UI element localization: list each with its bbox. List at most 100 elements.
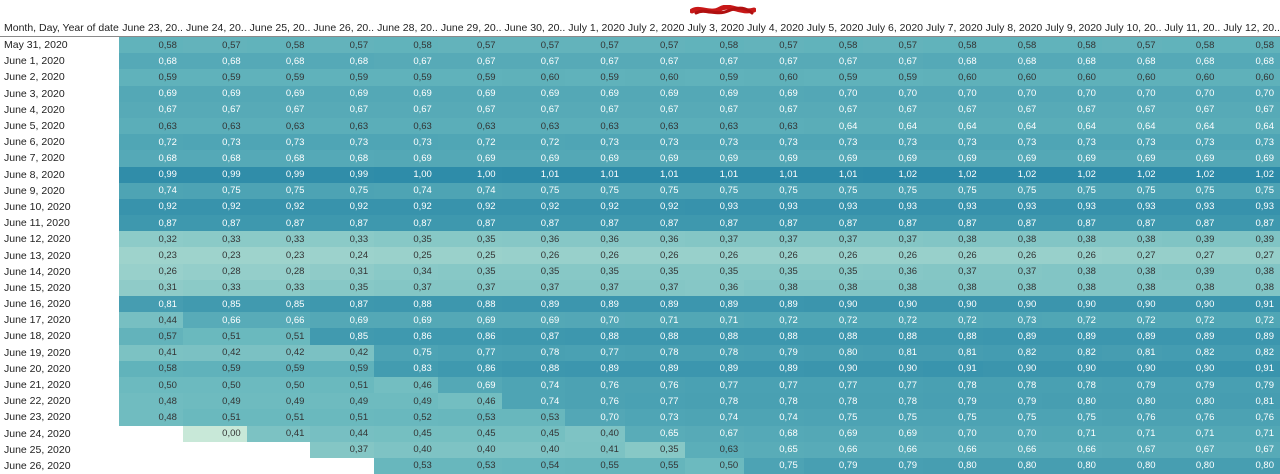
row-label[interactable]: June 8, 2020: [4, 168, 65, 181]
heatmap-cell[interactable]: 0,67: [246, 101, 311, 118]
heatmap-cell[interactable]: 0,74: [501, 393, 566, 410]
heatmap-cell[interactable]: 0,37: [374, 279, 438, 296]
heatmap-cell[interactable]: 0,67: [565, 101, 625, 118]
heatmap-cell[interactable]: 0,72: [1220, 312, 1280, 329]
heatmap-cell[interactable]: 0,57: [182, 36, 247, 54]
heatmap-cell[interactable]: 0,75: [803, 182, 864, 199]
column-header[interactable]: July 7, 2020: [923, 20, 983, 37]
heatmap-cell[interactable]: 0,49: [374, 393, 438, 410]
heatmap-cell[interactable]: 0,87: [803, 215, 864, 232]
heatmap-cell[interactable]: 0,87: [624, 215, 685, 232]
heatmap-cell[interactable]: 0,69: [310, 85, 375, 102]
heatmap-cell[interactable]: 0,67: [501, 101, 566, 118]
heatmap-cell[interactable]: 0,70: [863, 85, 924, 102]
row-label[interactable]: June 14, 2020: [4, 265, 71, 278]
heatmap-cell[interactable]: 0,26: [803, 247, 864, 264]
heatmap-cell[interactable]: 0,51: [246, 409, 311, 426]
heatmap-cell[interactable]: 1,01: [744, 166, 804, 183]
heatmap-cell[interactable]: 0,59: [565, 69, 625, 86]
heatmap-cell[interactable]: 0,89: [684, 360, 745, 377]
heatmap-cell[interactable]: 0,93: [863, 198, 924, 216]
heatmap-cell[interactable]: 0,37: [310, 441, 375, 458]
heatmap-cell[interactable]: [119, 457, 183, 474]
column-header[interactable]: July 9, 2020: [1042, 20, 1102, 37]
heatmap-cell[interactable]: 1,02: [982, 166, 1043, 183]
heatmap-cell[interactable]: 0,69: [744, 150, 804, 167]
heatmap-cell[interactable]: 0,89: [565, 360, 625, 377]
heatmap-cell[interactable]: 0,00: [182, 425, 247, 442]
heatmap-cell[interactable]: 0,90: [1161, 360, 1221, 377]
heatmap-cell[interactable]: 0,90: [923, 296, 983, 313]
heatmap-cell[interactable]: 0,75: [982, 409, 1043, 426]
heatmap-cell[interactable]: 0,58: [923, 36, 983, 54]
heatmap-cell[interactable]: 0,35: [803, 263, 864, 280]
heatmap-cell[interactable]: 0,24: [310, 247, 375, 264]
heatmap-cell[interactable]: 0,90: [1042, 360, 1102, 377]
heatmap-cell[interactable]: 0,68: [1161, 53, 1221, 70]
heatmap-cell[interactable]: 0,28: [182, 263, 247, 280]
heatmap-cell[interactable]: 0,74: [119, 182, 183, 199]
heatmap-cell[interactable]: 0,69: [374, 150, 438, 167]
heatmap-cell[interactable]: 0,57: [119, 328, 183, 345]
heatmap-cell[interactable]: 0,87: [246, 215, 311, 232]
heatmap-cell[interactable]: 0,80: [1101, 457, 1162, 474]
heatmap-cell[interactable]: 0,93: [982, 198, 1043, 216]
heatmap-cell[interactable]: 0,45: [501, 425, 566, 442]
heatmap-cell[interactable]: 0,91: [1220, 296, 1280, 313]
heatmap-cell[interactable]: 0,99: [310, 166, 375, 183]
heatmap-cell[interactable]: 0,81: [1101, 344, 1162, 361]
heatmap-cell[interactable]: 0,69: [374, 85, 438, 102]
heatmap-cell[interactable]: 0,81: [863, 344, 924, 361]
heatmap-cell[interactable]: 0,49: [246, 393, 311, 410]
heatmap-cell[interactable]: 0,87: [982, 215, 1043, 232]
heatmap-cell[interactable]: 0,36: [863, 263, 924, 280]
heatmap-cell[interactable]: 0,78: [803, 393, 864, 410]
heatmap-cell[interactable]: 0,37: [501, 279, 566, 296]
heatmap-cell[interactable]: 0,37: [923, 263, 983, 280]
heatmap-cell[interactable]: 0,38: [1042, 279, 1102, 296]
heatmap-cell[interactable]: 0,70: [1101, 85, 1162, 102]
heatmap-cell[interactable]: 0,68: [310, 150, 375, 167]
heatmap-cell[interactable]: 0,79: [803, 457, 864, 474]
heatmap-cell[interactable]: 0,67: [624, 53, 685, 70]
heatmap-cell[interactable]: 0,89: [1161, 328, 1221, 345]
heatmap-cell[interactable]: 0,27: [1220, 247, 1280, 264]
heatmap-cell[interactable]: 0,72: [119, 134, 183, 151]
column-header[interactable]: July 11, 20..: [1161, 20, 1221, 37]
heatmap-cell[interactable]: 0,90: [1042, 296, 1102, 313]
heatmap-cell[interactable]: 0,90: [1161, 296, 1221, 313]
heatmap-cell[interactable]: 0,90: [1101, 296, 1162, 313]
heatmap-cell[interactable]: 0,26: [624, 247, 685, 264]
heatmap-cell[interactable]: 0,38: [1101, 279, 1162, 296]
heatmap-cell[interactable]: 0,60: [923, 69, 983, 86]
heatmap-cell[interactable]: 0,67: [684, 425, 745, 442]
heatmap-cell[interactable]: 0,68: [182, 150, 247, 167]
heatmap-cell[interactable]: 0,60: [1101, 69, 1162, 86]
row-label[interactable]: June 24, 2020: [4, 427, 71, 440]
heatmap-cell[interactable]: 0,58: [119, 360, 183, 377]
heatmap-cell[interactable]: 0,88: [565, 328, 625, 345]
heatmap-cell[interactable]: 0,79: [1161, 376, 1221, 394]
heatmap-cell[interactable]: 0,63: [565, 117, 625, 135]
heatmap-cell[interactable]: 0,50: [119, 376, 183, 394]
heatmap-cell[interactable]: 0,73: [744, 134, 804, 151]
heatmap-cell[interactable]: 0,26: [863, 247, 924, 264]
heatmap-cell[interactable]: 0,77: [863, 376, 924, 394]
heatmap-cell[interactable]: 0,75: [803, 409, 864, 426]
heatmap-cell[interactable]: 0,83: [374, 360, 438, 377]
row-label[interactable]: June 3, 2020: [4, 87, 65, 100]
heatmap-cell[interactable]: 0,72: [1101, 312, 1162, 329]
heatmap-cell[interactable]: 0,69: [863, 150, 924, 167]
row-label[interactable]: June 19, 2020: [4, 346, 71, 359]
heatmap-cell[interactable]: 0,23: [119, 247, 183, 264]
heatmap-cell[interactable]: [310, 457, 375, 474]
heatmap-cell[interactable]: 0,38: [863, 279, 924, 296]
heatmap-cell[interactable]: 0,38: [1220, 279, 1280, 296]
heatmap-cell[interactable]: 0,93: [744, 198, 804, 216]
row-label[interactable]: June 13, 2020: [4, 249, 71, 262]
heatmap-cell[interactable]: 0,55: [624, 457, 685, 474]
heatmap-cell[interactable]: 0,26: [119, 263, 183, 280]
heatmap-cell[interactable]: 0,64: [1161, 117, 1221, 135]
heatmap-cell[interactable]: 0,91: [1220, 360, 1280, 377]
column-header[interactable]: July 8, 2020: [982, 20, 1043, 37]
